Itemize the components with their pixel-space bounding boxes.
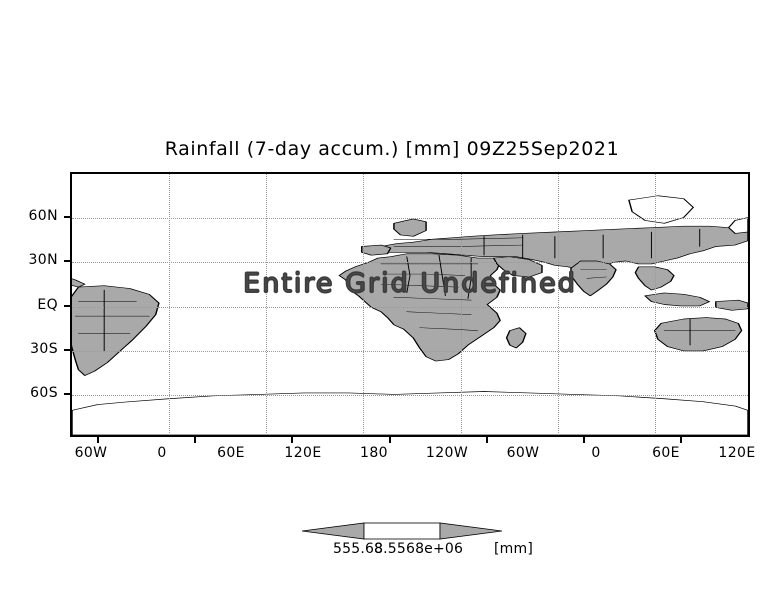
x-axis-tick <box>680 437 682 443</box>
gridline-horizontal <box>72 262 748 264</box>
gridline-horizontal <box>72 306 748 308</box>
landmass-iberia <box>360 244 392 256</box>
gridline-horizontal <box>72 218 748 220</box>
landmass-indochina <box>634 266 675 291</box>
x-axis-label-5: 120W <box>425 445 469 461</box>
colorbar-low-label: 555.68 <box>333 541 384 557</box>
landmass-scandinavia <box>393 218 427 237</box>
x-axis-label-8: 60E <box>652 445 680 461</box>
page-title: Rainfall (7-day accum.) [mm] 09Z25Sep202… <box>164 138 620 160</box>
y-axis-tick <box>64 348 70 351</box>
colorbar-graphic <box>302 522 502 540</box>
x-axis-label-4: 180 <box>360 445 388 461</box>
landmass-central-america-wrapped <box>72 278 86 288</box>
y-axis-tick <box>64 392 70 395</box>
map-plot-area: Entire Grid Undefined <box>72 174 748 435</box>
landmass-south-america-wrapped <box>72 285 160 376</box>
y-axis-label-60s: 60S <box>30 384 58 401</box>
colorbar-extend-low <box>302 522 365 540</box>
landmass-madagascar <box>505 327 527 349</box>
gridline-vertical <box>266 174 268 435</box>
y-axis-tick <box>64 260 70 263</box>
y-axis-label-60n: 60N <box>28 208 58 225</box>
landmass-antarctica <box>72 391 748 435</box>
colorbar-extend-high <box>439 522 502 540</box>
gridline-vertical <box>557 174 559 435</box>
colorbar-labels: 555.68 8.5568e+06 [mm] <box>302 541 533 561</box>
x-axis-label-3: 120E <box>284 445 322 461</box>
x-axis-tick <box>388 437 391 443</box>
y-axis-tick <box>64 216 70 219</box>
x-axis-label-9: 120E <box>718 445 756 461</box>
landmass-new-guinea <box>715 299 748 311</box>
world-map-graphic <box>72 195 748 435</box>
map-plot-frame: Entire Grid Undefined <box>70 172 750 437</box>
gridline-vertical <box>363 174 365 435</box>
y-axis-label-eq: EQ <box>37 296 58 313</box>
landmass-australia <box>653 317 743 352</box>
colorbar-high-label: 8.5568e+06 <box>374 541 464 557</box>
y-axis-tick <box>64 304 70 307</box>
landmass-arabia <box>492 256 543 278</box>
gridline-vertical <box>460 174 462 435</box>
x-axis-tick <box>97 437 100 443</box>
colorbar-segment-mid <box>363 522 441 540</box>
x-axis-tick <box>485 437 488 443</box>
gridline-horizontal <box>72 394 748 396</box>
x-axis-tick <box>291 437 294 443</box>
x-axis-label-6: 60W <box>506 445 540 461</box>
gridline-vertical <box>654 174 656 435</box>
gridline-horizontal <box>72 350 748 352</box>
x-axis-label-0: 60W <box>74 445 108 461</box>
landmass-greenland <box>628 195 695 224</box>
y-axis-label-30s: 30S <box>30 340 58 357</box>
x-axis-tick <box>194 437 197 443</box>
landmass-indonesia <box>644 292 711 307</box>
gridline-vertical <box>169 174 171 435</box>
colorbar <box>302 518 502 544</box>
colorbar-units-label: [mm] <box>494 541 533 557</box>
x-axis-tick <box>582 437 585 443</box>
x-axis-label-7: 0 <box>591 445 601 461</box>
landmass-india <box>570 260 617 297</box>
landmass-alaska-wrapped <box>727 217 748 234</box>
y-axis-label-30n: 30N <box>28 252 58 269</box>
x-axis-label-1: 0 <box>157 445 167 461</box>
x-axis-label-2: 60E <box>217 445 245 461</box>
